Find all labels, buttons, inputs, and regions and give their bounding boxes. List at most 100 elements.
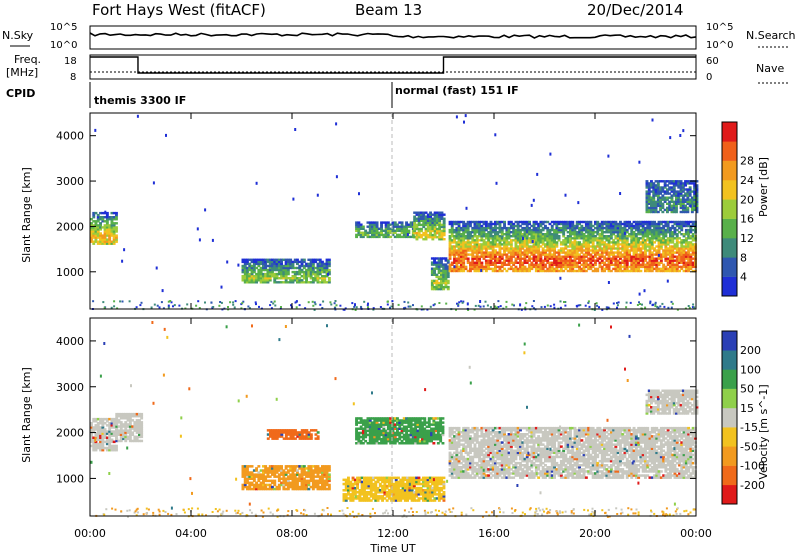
ground-scatter-cell	[229, 301, 231, 303]
heatmap-cell-6	[657, 211, 660, 213]
sparse-echo-cell	[496, 182, 498, 185]
sparse-echo-cell	[519, 303, 521, 306]
sparse-echo-cell	[522, 237, 524, 240]
ground-scatter-cell	[356, 306, 358, 308]
heatmap-cell-6	[689, 186, 692, 188]
ground-scatter-cell	[168, 306, 170, 308]
heatmap-cell-5	[592, 241, 595, 243]
heatmap-cell-2	[401, 221, 404, 223]
heatmap-cell-5	[585, 270, 588, 272]
ground-scatter-cell	[122, 301, 124, 303]
heatmap-cell-5	[485, 270, 488, 272]
heatmap-cell-5	[653, 241, 656, 243]
heatmap-cell-5	[544, 225, 547, 227]
sparse-echo-cell	[199, 238, 201, 241]
ground-scatter-cell	[227, 306, 229, 308]
sparse-echo-cell	[237, 264, 239, 267]
colorbar-tick-label: 28	[740, 155, 754, 168]
sparse-echo-cell	[104, 211, 106, 214]
heatmap-cell-4	[447, 280, 450, 282]
heatmap-cell-2	[394, 221, 397, 223]
ground-scatter-cell	[113, 300, 115, 302]
sparse-echo-cell	[463, 121, 465, 124]
ground-scatter-cell	[616, 307, 618, 309]
ground-scatter-cell	[617, 304, 619, 306]
ground-scatter-cell	[232, 301, 234, 303]
heatmap-cell-3	[443, 232, 446, 234]
ground-scatter-cell	[270, 301, 272, 303]
ground-scatter-cell	[315, 303, 317, 305]
heatmap-cell-5	[467, 258, 470, 260]
colorbar-swatch	[722, 238, 737, 258]
heatmap-cell-5	[462, 262, 465, 264]
ground-scatter-cell	[659, 305, 661, 307]
ground-scatter-cell	[269, 304, 271, 306]
ground-scatter-cell	[363, 301, 365, 303]
heatmap-cell-1	[328, 261, 331, 263]
ground-scatter-cell	[329, 301, 331, 303]
heatmap-cell-5	[558, 237, 561, 239]
heatmap-cell-5	[680, 227, 683, 229]
ground-scatter-cell	[506, 301, 508, 303]
ground-scatter-cell	[655, 302, 657, 304]
ground-scatter-cell	[295, 302, 297, 304]
heatmap-cell-6	[657, 182, 660, 184]
ground-scatter-cell	[544, 306, 546, 308]
heatmap-cell-1	[140, 421, 143, 424]
ground-scatter-cell	[485, 301, 487, 303]
sparse-echo-cell	[317, 194, 319, 197]
ground-scatter-cell	[490, 306, 492, 308]
ground-scatter-cell	[616, 302, 618, 304]
ground-scatter-cell	[308, 301, 310, 303]
heatmap-cell-5	[501, 270, 504, 272]
heatmap-cell-5	[610, 270, 613, 272]
ground-scatter-cell	[524, 307, 526, 309]
heatmap-cell-5	[558, 235, 561, 237]
heatmap-cell-3	[443, 218, 446, 220]
ground-scatter-cell	[335, 300, 337, 302]
ground-scatter-cell	[197, 300, 199, 302]
ground-scatter-cell	[221, 302, 223, 304]
ground-scatter-cell	[598, 306, 600, 308]
heatmap-cell-5	[678, 270, 681, 272]
sparse-echo-cell	[454, 265, 456, 268]
heatmap-cell-2	[387, 221, 390, 223]
ground-scatter-cell	[151, 307, 153, 309]
nsearch-tick-top: 10^5	[706, 22, 733, 33]
power-y-axis-label: Slant Range [km]	[20, 167, 33, 263]
ground-scatter-cell	[487, 305, 489, 307]
ground-scatter-cell	[652, 304, 654, 306]
heatmap-cell-5	[639, 270, 642, 272]
ground-scatter-cell	[330, 304, 332, 306]
colorbar-tick-label: 12	[740, 232, 754, 245]
ground-scatter-cell	[232, 304, 234, 306]
heatmap-cell-5	[644, 251, 647, 253]
heatmap-cell-3	[317, 431, 320, 434]
heatmap-cell-5	[608, 266, 611, 268]
heatmap-cell-1	[296, 259, 299, 261]
ground-scatter-cell	[169, 300, 171, 302]
ground-scatter-cell	[339, 305, 341, 307]
ground-scatter-cell	[312, 301, 314, 303]
sparse-echo-cell	[467, 302, 469, 305]
sparse-echo-cell	[221, 286, 223, 289]
heatmap-cell-5	[660, 245, 663, 247]
heatmap-cell-6	[686, 207, 689, 209]
ground-scatter-cell	[204, 302, 206, 304]
heatmap-cell-4	[447, 276, 450, 278]
sparse-echo-cell	[669, 136, 671, 139]
date-label: 20/Dec/2014	[587, 1, 683, 19]
nsky-panel-frame	[90, 26, 696, 49]
colorbar-swatch	[722, 141, 737, 161]
colorbar-swatch	[722, 199, 737, 219]
ground-scatter-cell	[511, 304, 513, 306]
ground-scatter-cell	[113, 305, 115, 307]
heatmap-cell-5	[562, 231, 565, 233]
nave-tick-bottom: 0	[706, 72, 712, 83]
heatmap-cell-0	[115, 216, 118, 218]
ground-scatter-cell	[387, 304, 389, 306]
heatmap-cell-5	[596, 270, 599, 272]
sparse-echo-cell	[624, 232, 626, 235]
ground-scatter-cell	[404, 301, 406, 303]
ground-scatter-cell	[241, 302, 243, 304]
